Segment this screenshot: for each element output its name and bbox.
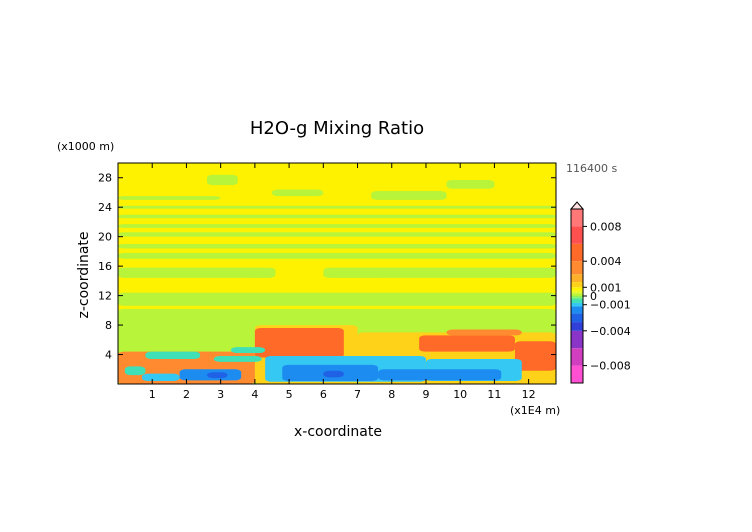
colorbar-swatch <box>571 293 583 296</box>
y-axis-label: z-coordinate <box>76 231 92 318</box>
x-axis-label: x-coordinate <box>294 424 382 440</box>
colorbar-tick-label: 0.008 <box>590 220 622 233</box>
colorbar-swatch <box>571 302 583 307</box>
field-region-21 <box>514 341 556 371</box>
field-region-23 <box>213 356 262 362</box>
field-region-3 <box>323 267 556 278</box>
field-region-7 <box>118 224 556 228</box>
field-region-33 <box>206 372 228 379</box>
x-tick-label: 9 <box>422 388 429 401</box>
field-region-9 <box>118 205 556 209</box>
field-region-20 <box>419 335 515 352</box>
y-tick-label: 4 <box>105 349 112 362</box>
x-tick-label: 1 <box>149 388 156 401</box>
colorbar-swatch <box>571 287 583 291</box>
colorbar-swatch <box>571 282 583 288</box>
colorbar-swatch <box>571 243 583 262</box>
field-region-11 <box>271 189 324 197</box>
y-tick-label: 16 <box>98 260 112 273</box>
time-label: 116400 s <box>566 162 617 175</box>
x-tick-label: 7 <box>354 388 361 401</box>
colorbar-tick-label: 0.004 <box>590 255 622 268</box>
field-region-6 <box>118 232 556 237</box>
colorbar-swatch <box>571 209 583 227</box>
x-tick-label: 8 <box>388 388 395 401</box>
x-tick-label: 5 <box>286 388 293 401</box>
field-region-14 <box>206 174 238 186</box>
field-region-12 <box>371 190 447 200</box>
plot-frame <box>117 162 557 385</box>
y-tick-label: 20 <box>98 231 112 244</box>
colorbar-swatch <box>571 313 583 323</box>
x-tick-label: 4 <box>251 388 258 401</box>
colorbar-tick-label: −0.004 <box>590 325 631 338</box>
field-region-1 <box>118 292 556 306</box>
field-region-10 <box>118 196 221 200</box>
field-region-4 <box>118 252 556 259</box>
colorbar-tick-label: 0 <box>590 290 597 303</box>
colorbar-swatch <box>571 226 583 244</box>
field-region-22 <box>446 329 522 336</box>
colorbar-max-arrow <box>569 201 585 210</box>
field-region-8 <box>118 214 556 219</box>
y-tick-label: 8 <box>105 319 112 332</box>
colorbar-swatch <box>571 261 583 275</box>
field-region-2 <box>118 267 276 278</box>
x-tick-label: 11 <box>487 388 501 401</box>
colorbar-swatch <box>571 290 583 294</box>
field-region-19 <box>254 328 344 358</box>
colorbar-swatch <box>571 322 583 331</box>
colorbar-swatch <box>571 330 583 349</box>
colorbar-swatch <box>571 299 583 303</box>
colorbar-tick-label: 0.001 <box>590 281 622 294</box>
x-tick-label: 10 <box>453 388 467 401</box>
y-tick-label: 24 <box>98 201 112 214</box>
x-tick-label: 6 <box>320 388 327 401</box>
field-region-25 <box>230 347 266 354</box>
colorbar-swatch <box>571 274 583 283</box>
y-unit-label: (x1000 m) <box>57 140 114 153</box>
x-tick-label: 12 <box>522 388 536 401</box>
colorbar-swatch <box>571 297 583 300</box>
field-region-34 <box>323 370 344 378</box>
field-region-24 <box>145 351 201 359</box>
colorbar-tick-label: −0.001 <box>590 299 631 312</box>
field-region-27 <box>141 373 180 382</box>
field-region-5 <box>118 244 556 249</box>
colorbar-tick-label: −0.008 <box>590 360 631 373</box>
field-region-26 <box>124 366 146 376</box>
field-region-32 <box>378 369 502 381</box>
colorbar-swatch <box>571 365 583 383</box>
x-tick-label: 2 <box>183 388 190 401</box>
field-region-13 <box>446 179 495 189</box>
colorbar-swatch <box>571 296 583 298</box>
colorbar-swatch <box>571 348 583 366</box>
colorbar-swatch <box>571 306 583 314</box>
x-unit-label: (x1E4 m) <box>510 404 560 417</box>
y-tick-label: 28 <box>98 172 112 185</box>
chart-title: H2O-g Mixing Ratio <box>250 118 424 139</box>
y-tick-label: 12 <box>98 290 112 303</box>
x-tick-label: 3 <box>217 388 224 401</box>
